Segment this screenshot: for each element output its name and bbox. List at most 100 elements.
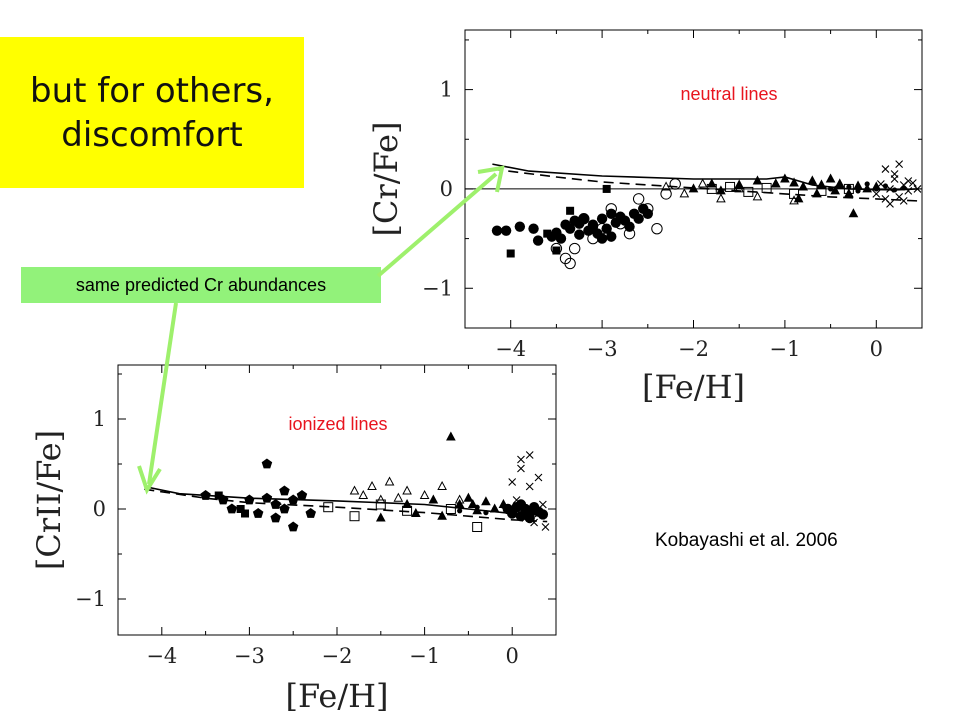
- data-point-square-open: [761, 182, 772, 193]
- data-point-pentagon-filled: [279, 503, 290, 514]
- neutral-x-tick-label: −1: [769, 337, 800, 361]
- data-point-dot: [864, 181, 870, 187]
- data-point-circle-filled: [532, 235, 544, 246]
- data-point-square-open: [349, 511, 360, 522]
- ionized-x-tick-label: 0: [506, 644, 519, 668]
- data-point-circle-open: [614, 218, 627, 230]
- data-point-square-filled: [543, 229, 552, 238]
- data-point-circle-filled: [606, 231, 617, 242]
- data-point-pentagon-filled: [288, 521, 299, 532]
- data-point-circle-filled: [500, 225, 512, 236]
- data-point-dot: [457, 508, 463, 514]
- neutral-y-tick-label: 1: [440, 78, 453, 102]
- data-point-cross: [899, 196, 908, 205]
- data-point-circle-open: [578, 213, 590, 225]
- data-point-circle-open: [564, 257, 576, 270]
- data-point-circle-filled: [596, 233, 608, 244]
- data-point-pentagon-filled: [296, 490, 308, 500]
- data-point-circle-filled: [564, 223, 576, 234]
- data-point-pentagon-filled: [226, 503, 238, 514]
- data-point-triangle-open: [789, 195, 799, 205]
- neutral-x-axis-label: [Fe/H]: [642, 368, 745, 406]
- data-point-cross: [538, 500, 547, 509]
- data-point-pentagon-filled: [261, 492, 273, 503]
- data-point-triangle-open: [679, 188, 690, 198]
- data-point-circle-filled: [596, 213, 608, 224]
- ionized-x-tick-label: −3: [234, 644, 265, 668]
- ionized-plot-frame: [117, 364, 557, 636]
- data-point-pentagon-filled: [252, 508, 264, 518]
- data-point-circle-filled: [491, 225, 503, 236]
- neutral-y-tick-label: −1: [422, 276, 453, 300]
- data-point-cross: [872, 190, 881, 198]
- data-point-triangle-filled: [853, 180, 863, 190]
- ionized-y-tick-label: 1: [93, 407, 106, 431]
- data-point-cross: [534, 473, 543, 482]
- data-point-dot: [492, 506, 498, 512]
- data-point-triangle-filled: [752, 175, 763, 185]
- data-point-cross: [908, 179, 917, 187]
- data-point-triangle-open: [752, 191, 763, 201]
- data-point-circle-filled: [515, 499, 527, 510]
- data-point-square-filled: [566, 206, 575, 215]
- neutral-y-axis-label: [Cr/Fe]: [367, 122, 405, 237]
- ionized-y-tick-label: 0: [93, 497, 106, 521]
- data-point-circle-open: [596, 222, 608, 235]
- neutral-x-tick-label: −2: [678, 337, 709, 361]
- data-point-triangle-open: [358, 489, 369, 499]
- data-point-triangle-filled: [428, 494, 439, 504]
- data-point-pentagon-filled: [279, 485, 290, 496]
- citation: Kobayashi et al. 2006: [655, 530, 838, 551]
- ionized-x-tick-label: −1: [409, 644, 440, 668]
- ionized-x-axis-label: [Fe/H]: [285, 677, 388, 715]
- ionized-lines-chart: −4 −3 −2 −1 0 −1 0 1 [Fe/H] [CrII/Fe] ionized line…: [20, 350, 568, 720]
- data-point-square-filled: [506, 249, 515, 258]
- data-point-circle-filled: [587, 221, 599, 232]
- data-point-triangle-filled: [834, 178, 845, 188]
- data-point-circle-filled: [528, 223, 539, 234]
- data-point-cross: [541, 523, 550, 531]
- ionized-x-tick-label: −4: [146, 644, 177, 668]
- ionized-y-tick-label: −1: [75, 587, 106, 611]
- data-point-square-filled: [602, 184, 611, 193]
- data-point-triangle-open: [734, 183, 745, 193]
- data-point-cross: [525, 451, 534, 459]
- data-point-triangle-filled: [463, 492, 474, 502]
- neutral-lines-plot: −4 −3 −2 −1 0 −1 0 1 [Fe/H] [Cr/Fe] neutral lines: [367, 29, 923, 406]
- neutral-annotation: neutral lines: [680, 84, 777, 104]
- neutral-model-line-solid: [492, 163, 918, 191]
- data-point-circle-open: [642, 203, 654, 215]
- data-point-square-filled: [552, 246, 561, 255]
- data-point-square-open: [725, 181, 736, 192]
- data-point-square-open: [445, 504, 456, 514]
- data-point-cross: [517, 455, 525, 464]
- data-point-circle-open: [651, 222, 663, 235]
- neutral-x-tick-label: 0: [870, 337, 883, 361]
- data-point-triangle-filled: [706, 178, 717, 188]
- data-point-cross: [895, 160, 904, 168]
- data-point-circle-open: [632, 193, 645, 205]
- data-point-square-filled: [241, 509, 250, 518]
- data-point-circle-filled: [578, 213, 590, 224]
- data-point-pentagon-filled: [305, 508, 316, 518]
- data-point-triangle-open: [716, 193, 726, 203]
- data-point-square-open: [472, 522, 483, 532]
- data-point-circle-open: [623, 227, 636, 240]
- neutral-y-tick-label: 0: [440, 177, 453, 201]
- ionized-lines-plot: −4 −3 −2 −1 0 −1 0 1 [Fe/H] [CrII/Fe] ionized line…: [30, 364, 557, 715]
- data-point-triangle-filled: [481, 496, 491, 506]
- data-point-triangle-open: [697, 178, 708, 188]
- data-point-circle-open: [669, 178, 681, 190]
- predicted-note: same predicted Cr abundances: [21, 267, 381, 303]
- ionized-model-line-solid: [144, 485, 548, 516]
- data-point-triangle-filled: [798, 181, 809, 191]
- data-point-triangle-filled: [437, 510, 447, 520]
- data-point-cross: [890, 170, 899, 178]
- data-point-triangle-open: [349, 485, 360, 495]
- data-point-triangle-open: [770, 178, 781, 188]
- data-point-dot: [474, 504, 480, 510]
- data-point-circle-filled: [633, 213, 644, 224]
- data-point-cross: [508, 478, 517, 486]
- data-point-triangle-filled: [375, 512, 386, 522]
- ionized-x-tick-label: −2: [322, 644, 353, 668]
